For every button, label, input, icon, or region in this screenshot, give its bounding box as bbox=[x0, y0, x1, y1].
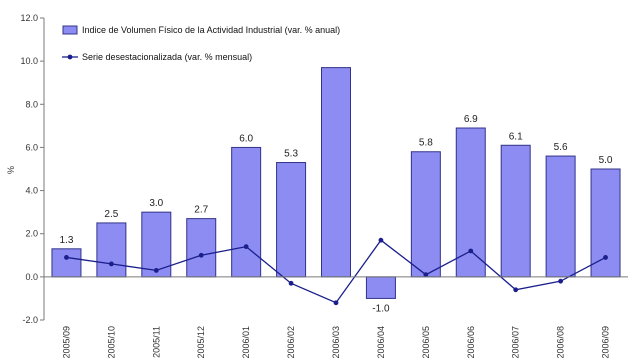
bar-data-label: 1.3 bbox=[60, 235, 74, 246]
x-tick-label: 2006/09 bbox=[601, 326, 611, 359]
bar bbox=[96, 222, 127, 278]
bar-data-label: 2.5 bbox=[104, 209, 118, 220]
x-tick-label: 2006/04 bbox=[376, 326, 386, 359]
y-tick-label: 0.0 bbox=[25, 272, 38, 282]
x-tick-label: 2005/10 bbox=[106, 326, 116, 359]
bar-data-label: 5.0 bbox=[599, 155, 613, 166]
bar bbox=[590, 168, 621, 278]
bar-data-label: 6.1 bbox=[509, 131, 523, 142]
line-point bbox=[198, 252, 204, 258]
line-point bbox=[603, 255, 608, 260]
bar bbox=[410, 151, 441, 278]
y-tick-label: 8.0 bbox=[25, 99, 38, 109]
line-point bbox=[243, 244, 249, 250]
line-point bbox=[108, 261, 114, 267]
x-tick-label: 2006/07 bbox=[511, 326, 521, 359]
bar-data-label: 5.3 bbox=[284, 149, 298, 160]
y-tick-label: 6.0 bbox=[25, 142, 38, 152]
legend-line-label: Serie desestacionalizada (var. % mensual… bbox=[82, 52, 252, 62]
bar bbox=[231, 146, 262, 278]
line-point bbox=[153, 267, 159, 273]
x-tick-label: 2006/02 bbox=[286, 326, 296, 359]
bar bbox=[51, 248, 82, 278]
legend-line-marker bbox=[67, 54, 73, 60]
y-tick-label: 4.0 bbox=[25, 186, 38, 196]
bar-data-label: 2.7 bbox=[194, 205, 208, 216]
line-series bbox=[64, 237, 608, 306]
y-tick-label: -2.0 bbox=[22, 315, 38, 325]
bar-data-label: 5.6 bbox=[554, 142, 568, 153]
bar bbox=[455, 127, 486, 278]
x-tick-label: 2006/03 bbox=[331, 326, 341, 359]
line-point bbox=[513, 287, 519, 293]
line-point bbox=[468, 248, 474, 254]
x-tick-label: 2006/08 bbox=[556, 326, 566, 359]
line-point bbox=[558, 278, 564, 284]
legend-bar-label: Indice de Volumen Físico de la Actividad… bbox=[82, 25, 340, 35]
bar bbox=[545, 155, 576, 278]
y-tick-label: 2.0 bbox=[25, 229, 38, 239]
bar-data-label: 6.9 bbox=[464, 114, 478, 125]
bar-data-label: 5.8 bbox=[419, 138, 433, 149]
bar-data-label: 6.0 bbox=[239, 133, 253, 144]
bar bbox=[321, 67, 351, 278]
x-tick-label: 2005/12 bbox=[196, 326, 206, 359]
line-point bbox=[378, 237, 384, 243]
line-point bbox=[288, 280, 294, 286]
legend-bar-swatch bbox=[62, 25, 78, 35]
y-axis-label: % bbox=[6, 166, 16, 174]
bar bbox=[500, 144, 531, 278]
x-tick-label: 2005/11 bbox=[151, 326, 161, 358]
y-axis: -2.0 0.0 2.0 4.0 6.0 8.0 10.0 12.0 bbox=[20, 13, 45, 325]
line-point bbox=[423, 272, 429, 278]
x-axis: 2005/09 2005/10 2005/11 2005/12 2006/01 2006/… bbox=[44, 276, 628, 359]
bar bbox=[186, 218, 217, 278]
x-tick-label: 2005/09 bbox=[61, 326, 71, 359]
x-tick-label: 2006/06 bbox=[466, 326, 476, 359]
line-point bbox=[333, 300, 339, 306]
legend: Indice de Volumen Físico de la Actividad… bbox=[62, 25, 340, 62]
bar-data-label: -1.0 bbox=[372, 303, 390, 314]
bar-data-label: 3.0 bbox=[149, 198, 163, 209]
bar bbox=[276, 162, 307, 278]
bar bbox=[365, 276, 396, 299]
bar bbox=[141, 211, 172, 278]
x-tick-label: 2006/01 bbox=[241, 326, 251, 359]
y-tick-label: 10.0 bbox=[20, 56, 38, 66]
line-point bbox=[64, 255, 69, 260]
bar-series: 1.3 2.5 3.0 2.7 6.0 5.3 -1.0 5.8 6.9 6.1 5.6 5.0 bbox=[51, 67, 621, 314]
y-tick-label: 12.0 bbox=[20, 13, 38, 23]
x-tick-label: 2006/05 bbox=[421, 326, 431, 359]
